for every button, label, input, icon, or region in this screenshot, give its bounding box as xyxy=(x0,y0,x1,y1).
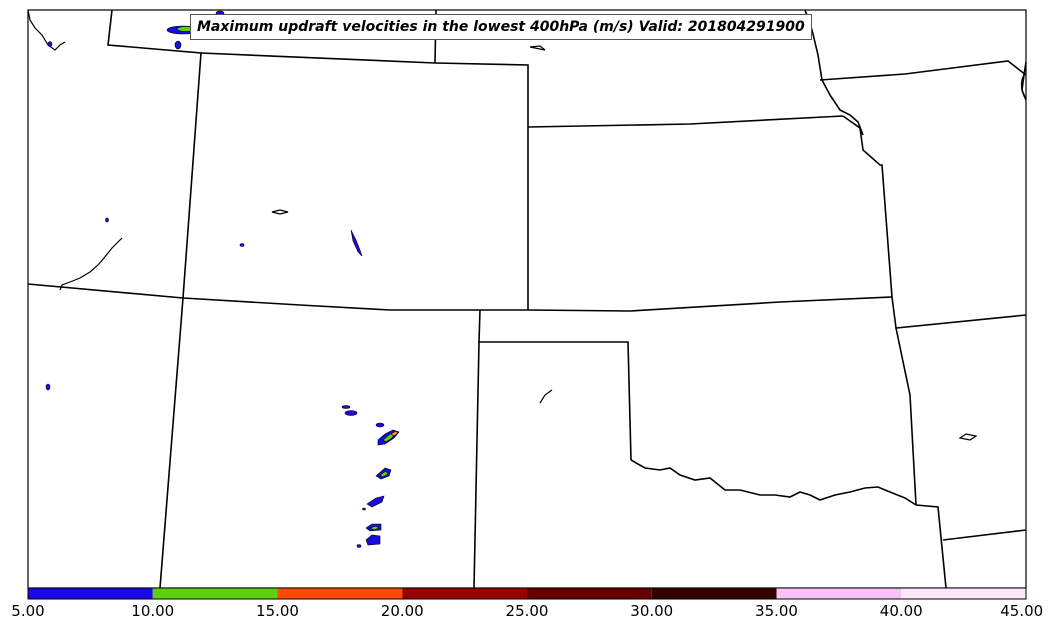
colorbar-segment xyxy=(152,588,278,599)
colorbar-segment xyxy=(901,588,1026,599)
colorbar-tick-label: 15.00 xyxy=(256,602,299,620)
colorbar-segment xyxy=(402,588,527,599)
coastline-details xyxy=(27,9,1027,441)
colorbar-tick-label: 20.00 xyxy=(380,602,424,620)
colorbar xyxy=(27,587,1027,600)
colorbar-tick-label: 40.00 xyxy=(879,602,923,620)
colorbar-border xyxy=(27,587,1027,600)
map-frame xyxy=(27,9,1027,589)
colorbar-tick-label: 10.00 xyxy=(131,602,175,620)
colorbar-segment xyxy=(776,588,902,599)
colorbar-tick-label: 45.00 xyxy=(1000,602,1044,620)
colorbar-tick-label: 5.00 xyxy=(11,602,45,620)
colorbar-segment xyxy=(527,588,652,599)
colorbar-tick-label: 30.00 xyxy=(630,602,674,620)
colorbar-tick-label: 35.00 xyxy=(755,602,798,620)
colorbar-segment xyxy=(28,588,153,599)
colorbar-segment xyxy=(651,588,777,599)
colorbar-tick-label: 25.00 xyxy=(505,602,549,620)
colorbar-segment xyxy=(277,588,403,599)
map-title: Maximum updraft velocities in the lowest… xyxy=(190,14,812,40)
